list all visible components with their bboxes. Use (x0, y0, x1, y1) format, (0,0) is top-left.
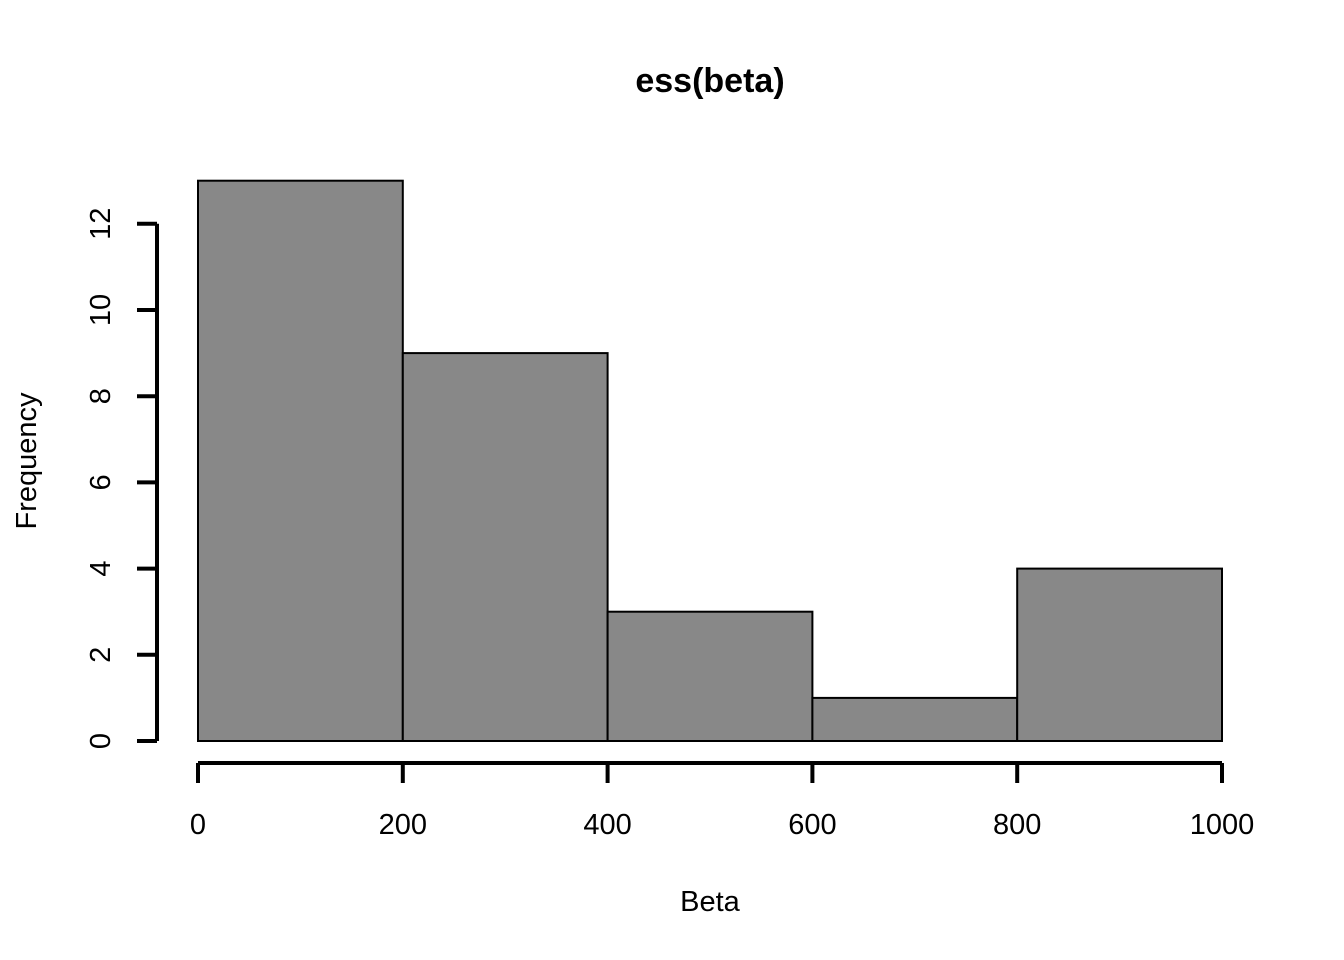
histogram-bar (811, 696, 1019, 743)
histogram-bar (197, 179, 404, 742)
y-axis-label: Frequency (11, 392, 43, 530)
histogram-bar (1016, 567, 1224, 742)
y-tick-label: 0 (85, 733, 117, 749)
x-tick-label: 800 (993, 809, 1041, 841)
y-tick-label: 10 (85, 294, 117, 326)
x-axis: 0 200 400 600 800 1000 (190, 761, 1255, 841)
x-tick-label: 1000 (1190, 809, 1255, 841)
x-tick-label: 200 (379, 809, 427, 841)
chart-title: ess(beta) (635, 62, 784, 100)
y-tick-label: 8 (85, 388, 117, 404)
y-tick-label: 12 (85, 208, 117, 240)
x-tick-label: 400 (583, 809, 631, 841)
x-tick-label: 0 (190, 809, 206, 841)
y-tick-label: 4 (85, 561, 117, 577)
bars-group (197, 179, 1224, 743)
x-tick-label: 600 (788, 809, 836, 841)
y-tick-label: 2 (85, 647, 117, 663)
histogram-bar (401, 352, 609, 742)
x-axis-label: Beta (680, 886, 741, 918)
histogram-bar (606, 610, 814, 743)
y-tick-label: 6 (85, 474, 117, 490)
y-axis: 0 2 4 6 8 10 12 (85, 208, 159, 749)
